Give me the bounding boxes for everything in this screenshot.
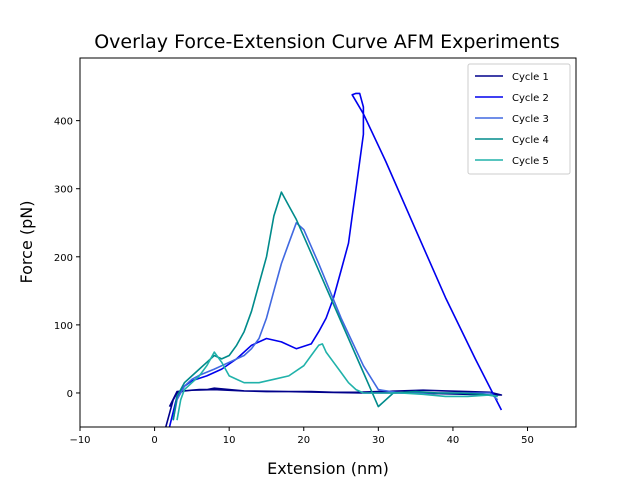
legend: Cycle 1 Cycle 2 Cycle 3 Cycle 4 Cycle 5 <box>467 63 571 175</box>
x-tick-label: 50 <box>521 435 534 446</box>
x-tick-label: 0 <box>151 435 157 446</box>
series-line-cycle-1 <box>165 387 503 427</box>
x-axis-label: Extension (nm) <box>267 459 389 478</box>
legend-label: Cycle 4 <box>512 135 549 146</box>
axes-frame <box>79 57 577 428</box>
y-axis: 0 100 200 300 400 <box>54 117 80 400</box>
y-tick-label: 100 <box>54 321 73 332</box>
x-tick-label: 20 <box>297 435 310 446</box>
plot-area <box>165 92 503 427</box>
chart-title: Overlay Force-Extension Curve AFM Experi… <box>94 31 560 53</box>
series-line-cycle-5 <box>176 343 498 421</box>
y-tick-label: 400 <box>54 117 73 128</box>
y-axis-label: Force (pN) <box>17 201 36 284</box>
legend-label: Cycle 5 <box>512 156 549 167</box>
y-tick-label: 200 <box>54 253 73 264</box>
legend-label: Cycle 1 <box>512 72 549 83</box>
legend-label: Cycle 2 <box>512 93 549 104</box>
y-tick-label: 0 <box>67 389 73 400</box>
x-axis: −10 0 10 20 30 40 50 <box>69 427 534 446</box>
x-tick-label: 40 <box>447 435 460 446</box>
x-tick-label: −10 <box>69 435 90 446</box>
x-tick-label: 10 <box>223 435 236 446</box>
y-tick-label: 300 <box>54 185 73 196</box>
x-tick-label: 30 <box>372 435 385 446</box>
series-line-cycle-2 <box>168 92 503 427</box>
legend-label: Cycle 3 <box>512 114 549 125</box>
legend-box <box>467 63 571 175</box>
